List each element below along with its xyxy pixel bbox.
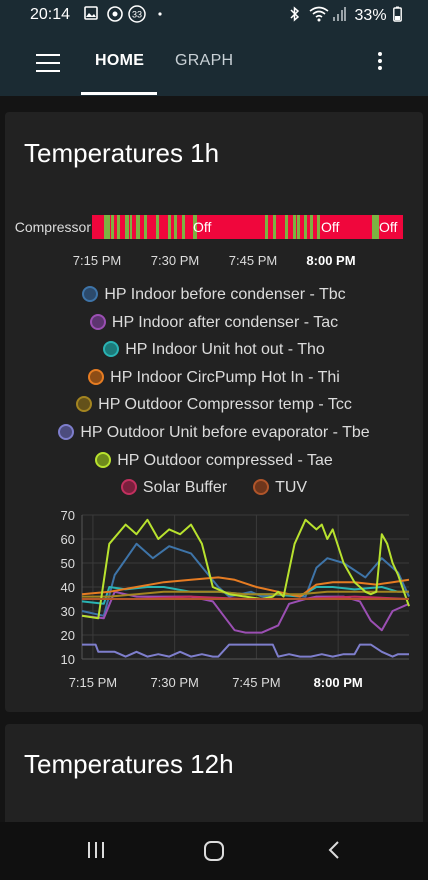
timeline-on-segment: [317, 215, 320, 239]
timeline-on-segment: [193, 215, 197, 239]
timeline-state-label: Off: [321, 219, 340, 235]
tab-home[interactable]: HOME: [95, 52, 145, 69]
timeline-on-segment: [117, 215, 120, 239]
timeline-on-segment: [273, 215, 276, 239]
legend-item-tho[interactable]: HP Indoor Unit hot out - Tho: [5, 341, 423, 359]
timeline-on-segment: [130, 215, 132, 239]
timeline-on-segment: [304, 215, 307, 239]
legend-swatch-thi: [88, 369, 105, 385]
chart-series-line: [82, 643, 409, 658]
timeline-on-segment: [174, 215, 177, 239]
timeline-on-segment: [285, 215, 288, 239]
timeline-on-segment: [104, 215, 110, 239]
wifi-icon: [309, 6, 329, 27]
notification-badge-count: 33: [132, 10, 142, 20]
battery-status: 33%: [355, 6, 402, 25]
legend-swatch-tae: [95, 452, 112, 468]
timeline-off-background: [92, 215, 403, 239]
legend-swatch-tho: [103, 341, 120, 357]
chart-x-tick-label: 7:45 PM: [232, 675, 280, 690]
timeline-on-segment: [310, 215, 313, 239]
cell-signal-icon: [332, 6, 346, 27]
timeline-on-segment: [293, 215, 296, 239]
legend-row-solar-tuv: Solar Buffer TUV: [5, 479, 423, 497]
chart-series-line: [81, 576, 410, 598]
timeline-on-segment: [125, 215, 129, 239]
timeline-on-segment: [265, 215, 268, 239]
legend-item-tcc[interactable]: HP Outdoor Compressor temp - Tcc: [5, 396, 423, 414]
recent-apps-icon[interactable]: [86, 840, 106, 865]
legend-item-tac[interactable]: HP Indoor after condenser - Tac: [5, 314, 423, 332]
chart-x-ticks: 7:15 PM 7:30 PM 7:45 PM 8:00 PM: [69, 675, 363, 690]
tab-graph[interactable]: GRAPH: [175, 52, 234, 69]
timeline-on-segment: [372, 215, 379, 239]
timeline-tick-label: 7:30 PM: [151, 253, 199, 268]
legend-item-solar-buffer[interactable]: Solar Buffer: [120, 479, 227, 496]
chart-y-tick-label: 70: [61, 508, 75, 523]
chart-series-lines: [81, 518, 410, 658]
chart-y-tick-label: 50: [61, 556, 75, 571]
system-nav-bar: [0, 822, 428, 880]
active-tab-indicator: [81, 92, 157, 95]
timeline-row-label: Compressor: [15, 219, 92, 235]
overflow-menu-icon[interactable]: [376, 52, 384, 74]
chart-series-line: [81, 542, 410, 617]
bluetooth-icon: [289, 6, 301, 27]
chart-series-line: [81, 590, 410, 634]
card-title-1h: Temperatures 1h: [24, 138, 220, 168]
legend-swatch-solar-buffer: [120, 479, 137, 495]
legend-item-thi[interactable]: HP Indoor CircPump Hot In - Thi: [5, 369, 423, 387]
timeline-state-label: Off: [193, 219, 212, 235]
legend-item-tbe[interactable]: HP Outdoor Unit before evaporator - Tbe: [5, 424, 423, 442]
timeline-on-segments: [104, 215, 379, 239]
notification-badge: 33: [128, 5, 146, 28]
timeline-on-segment: [111, 215, 114, 239]
legend-swatch-tcc: [76, 396, 93, 412]
timeline-state-label: Off: [379, 219, 398, 235]
timeline-on-segment: [144, 215, 147, 239]
legend-item-tae[interactable]: HP Outdoor compressed - Tae: [5, 452, 423, 470]
legend-swatch-tbc: [82, 286, 99, 302]
legend-swatch-tac: [89, 314, 106, 330]
chart-series-line: [82, 590, 409, 598]
timeline-on-segment: [182, 215, 185, 239]
chart-y-ticks: 10 20 30 40 50 60 70: [61, 508, 75, 667]
temperatures-1h-card: Temperatures 1h Compressor Off Off Off 7…: [5, 112, 423, 712]
app-bar: HOME GRAPH: [0, 30, 428, 96]
compressor-timeline: Compressor Off Off Off 7:15 PM 7:30 PM 7…: [15, 215, 403, 268]
battery-percent: 33%: [354, 7, 387, 24]
timeline-on-segment: [168, 215, 171, 239]
chart-y-tick-label: 40: [61, 580, 75, 595]
chart-y-tick-label: 20: [61, 628, 75, 643]
legend-item-tuv[interactable]: TUV: [253, 479, 307, 496]
timeline-on-segment: [136, 215, 140, 239]
battery-icon: [393, 6, 402, 22]
status-time: 20:14: [30, 6, 71, 23]
card-title-12h: Temperatures 12h: [24, 749, 234, 779]
hamburger-menu-icon[interactable]: [36, 54, 60, 72]
timeline-on-segment: [297, 215, 300, 239]
chart-series-line: [81, 518, 410, 620]
chart-y-tick-label: 10: [61, 652, 75, 667]
legend-swatch-tuv: [253, 479, 270, 495]
home-icon[interactable]: [203, 840, 225, 867]
chart-x-tick-label: 8:00 PM: [314, 675, 363, 690]
timeline-on-segment: [156, 215, 159, 239]
timeline-tick-label: 7:15 PM: [73, 253, 121, 268]
gallery-notification-icon: [84, 6, 98, 25]
chart-x-tick-label: 7:15 PM: [69, 675, 117, 690]
chart-y-tick-label: 30: [61, 604, 75, 619]
timeline-tick-label: 8:00 PM: [306, 253, 355, 268]
chart-y-tick-label: 60: [61, 532, 75, 547]
status-bar: 20:14 33 33%: [0, 0, 428, 30]
timeline-tick-label: 7:45 PM: [229, 253, 277, 268]
legend-item-tbc[interactable]: HP Indoor before condenser - Tbc: [5, 286, 423, 304]
back-icon[interactable]: [326, 840, 342, 865]
more-notifications-dot-icon: [158, 4, 162, 25]
chart-x-tick-label: 7:30 PM: [150, 675, 198, 690]
legend-swatch-tbe: [58, 424, 75, 440]
sync-notification-icon: [107, 6, 123, 27]
